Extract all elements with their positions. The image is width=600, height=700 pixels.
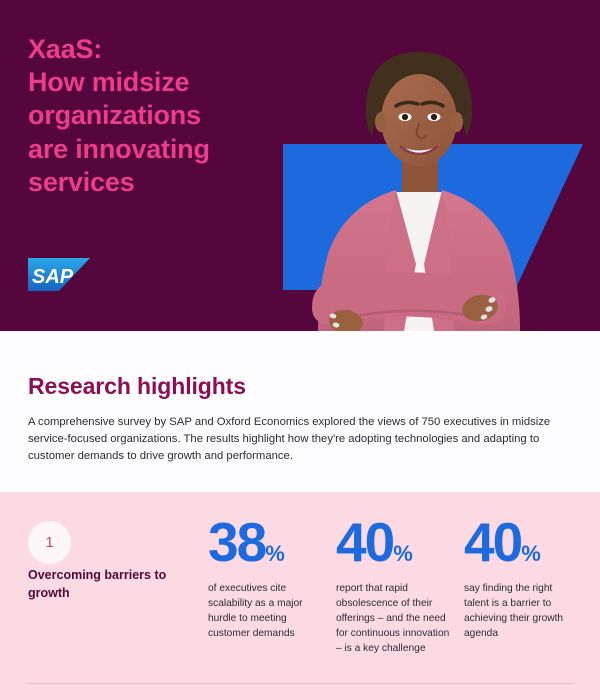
section-theme-label: Overcoming barriers to growth — [28, 568, 167, 600]
stat-number: 40 — [464, 511, 523, 573]
hero-section: XaaS: How midsize organizations are inno… — [0, 0, 600, 331]
stat-value: 40% — [464, 515, 574, 570]
stat-number: 38 — [208, 511, 267, 573]
stat-item: 40% say finding the right talent is a ba… — [464, 515, 588, 656]
stat-description: say finding the right talent is a barrie… — [464, 582, 564, 639]
research-highlights-section: Research highlights A comprehensive surv… — [0, 331, 600, 492]
stats-band — [0, 492, 600, 700]
stat-value: 40% — [336, 515, 450, 570]
stat-description: report that rapid obsolescence of their … — [336, 582, 450, 654]
sap-logo[interactable]: SAP — [28, 258, 90, 291]
stat-unit: % — [393, 541, 413, 566]
stat-description: of executives cite scalability as a majo… — [208, 582, 303, 639]
stat-item: 38% of executives cite scalability as a … — [208, 515, 336, 656]
hero-title-line-4: are innovating — [28, 133, 210, 164]
hero-title-line-2: How midsize — [28, 67, 190, 98]
hero-title: XaaS: How midsize organizations are inno… — [28, 33, 278, 199]
hero-title-line-5: services — [28, 166, 135, 197]
section-number-badge-label: 1 — [45, 534, 54, 551]
sap-logo-text: SAP — [32, 266, 74, 288]
research-highlights-body: A comprehensive survey by SAP and Oxford… — [28, 416, 551, 463]
stat-columns: 38% of executives cite scalability as a … — [208, 515, 588, 656]
section-divider — [28, 683, 572, 684]
stat-number: 40 — [336, 511, 395, 573]
research-highlights-heading: Research highlights — [28, 373, 246, 399]
stat-value: 38% — [208, 515, 322, 570]
section-number-badge: 1 — [28, 521, 71, 564]
stat-item: 40% report that rapid obsolescence of th… — [336, 515, 464, 656]
hero-title-line-3: organizations — [28, 100, 201, 131]
stat-unit: % — [521, 541, 541, 566]
stat-unit: % — [265, 541, 285, 566]
hero-title-line-1: XaaS: — [28, 34, 103, 64]
hero-photo — [284, 32, 554, 331]
